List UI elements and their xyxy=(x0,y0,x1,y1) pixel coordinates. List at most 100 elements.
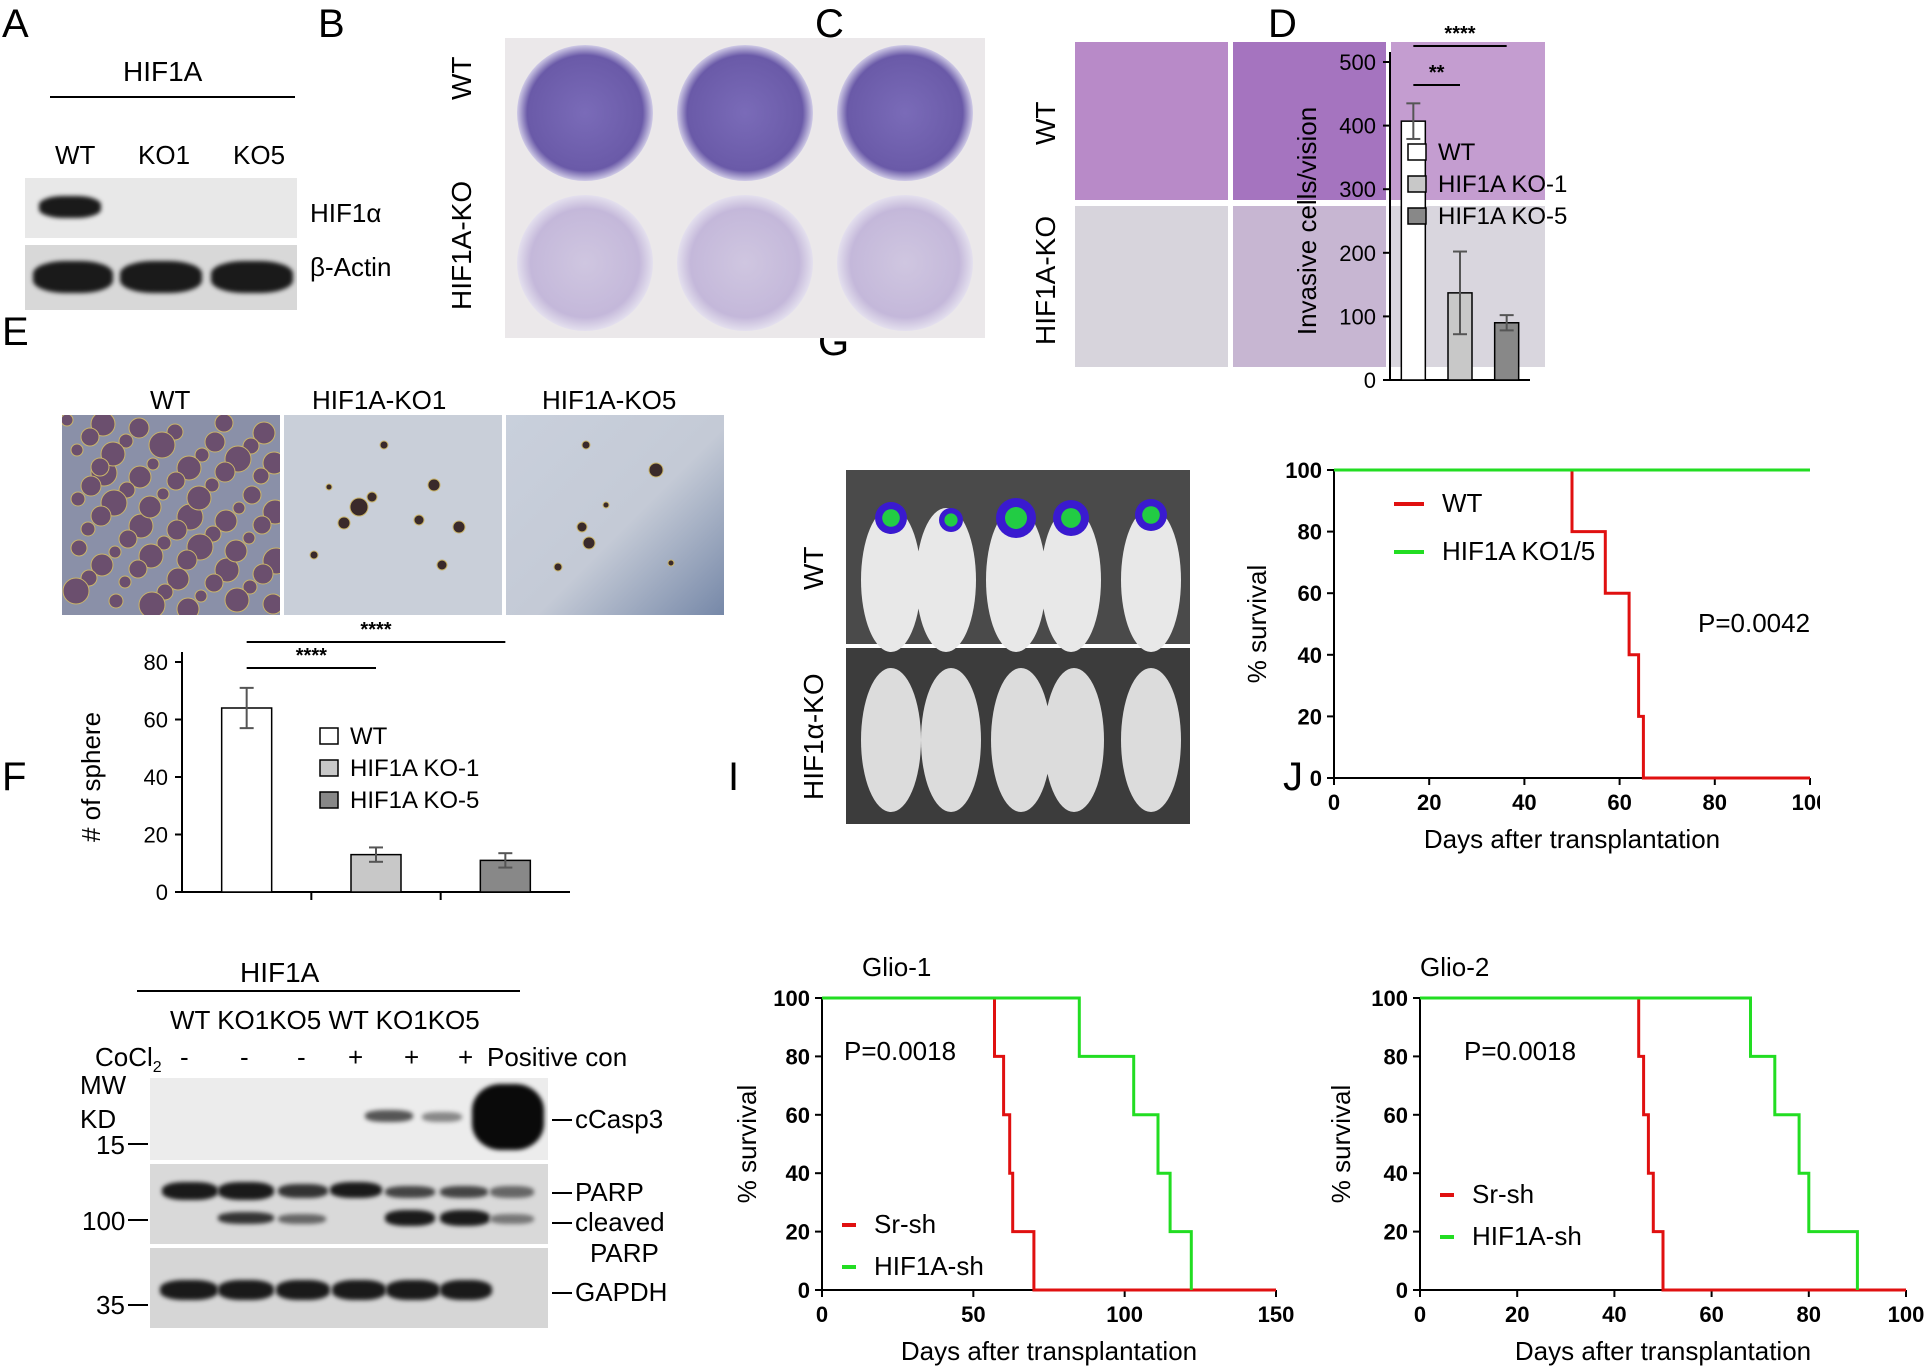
sphere-dot xyxy=(242,531,256,545)
imaging-row-label-ko: HIF1α-KO xyxy=(798,673,829,800)
sphere-dot xyxy=(176,549,198,571)
sphere-dot xyxy=(156,535,172,551)
sphere-dot xyxy=(138,495,162,519)
sphere-dot xyxy=(108,593,124,609)
blot-f-cleaved-band-5 xyxy=(385,1210,435,1226)
sphere-dot xyxy=(90,457,110,477)
blot-f-gapdh-membrane xyxy=(150,1248,548,1328)
y-tick-label: 300 xyxy=(1339,177,1376,202)
blot-f-mw-35: 35 xyxy=(96,1290,125,1320)
chart-e: 0 20 40 60 80 **** **** # of sphere WT HIF1A KO-1… xyxy=(76,620,570,905)
sphere-dot xyxy=(156,487,170,501)
mouse-body-wt xyxy=(986,508,1046,652)
survival-curve-1 xyxy=(1420,996,1906,1292)
y-tick-label: 80 xyxy=(786,1044,810,1069)
sphere-dot xyxy=(80,475,102,497)
sphere-dot xyxy=(176,597,200,615)
x-tick-label: 60 xyxy=(1699,1302,1723,1327)
y-tick-label: 80 xyxy=(144,650,168,675)
significance-stars: ** xyxy=(1429,62,1445,84)
mouse-body-ko xyxy=(921,668,981,812)
sphere-dot xyxy=(146,457,160,471)
legend-label-2: HIF1A KO-1 xyxy=(1438,171,1567,198)
sphere-dot xyxy=(80,427,100,447)
y-tick-label: 0 xyxy=(1364,368,1376,393)
sphere-dot xyxy=(118,575,132,589)
luminescence-signal-core xyxy=(1005,507,1027,529)
x-tick-label: 40 xyxy=(1512,790,1536,815)
blot-f-kd-label: KD xyxy=(80,1104,117,1134)
y-tick-label: 20 xyxy=(1384,1220,1408,1245)
sphere-dot xyxy=(70,491,86,507)
sphere-dot xyxy=(252,563,274,585)
sphere-dot xyxy=(262,451,280,475)
bar-3 xyxy=(1493,322,1520,381)
blot-f-mw-tick-100 xyxy=(128,1219,148,1221)
legend-swatch-2 xyxy=(319,759,339,777)
sphere-dot xyxy=(366,491,378,503)
blot-f-parp-band-1 xyxy=(162,1182,218,1200)
sphere-dot xyxy=(108,545,122,559)
y-tick-label: 60 xyxy=(786,1103,810,1128)
y-tick-label: 100 xyxy=(773,986,810,1011)
sphere-image-ko5 xyxy=(506,415,724,615)
panel-letter-e: E xyxy=(2,310,29,354)
y-axis-label: Invasive cells/vision xyxy=(1292,107,1322,335)
sphere-dot xyxy=(379,440,389,450)
sphere-dot xyxy=(337,516,351,530)
sphere-dot xyxy=(128,559,148,579)
blot-a-lane-2: KO1 xyxy=(138,140,191,170)
sphere-dot xyxy=(186,485,212,511)
sphere-dot xyxy=(204,431,226,453)
sphere-dot xyxy=(166,567,190,591)
blot-f-gapdh-band-4 xyxy=(332,1280,386,1300)
blot-f-cocl2-mark-1: - xyxy=(180,1042,189,1072)
y-tick-label: 40 xyxy=(786,1161,810,1186)
sphere-dot xyxy=(148,431,176,459)
mouse-body-wt xyxy=(1041,508,1101,652)
legend-swatch-3 xyxy=(1407,207,1427,225)
transwell-wt-1 xyxy=(1075,42,1228,200)
transwell-row-label-wt: WT xyxy=(1030,101,1061,145)
plate-wt-2 xyxy=(677,45,813,181)
sphere-dot xyxy=(224,539,248,563)
x-axis-label: Days after transplantation xyxy=(1424,824,1720,854)
significance-stars: **** xyxy=(360,620,391,641)
luminescence-signal-core xyxy=(882,509,900,527)
blot-a-actin-band-2 xyxy=(120,261,202,293)
sphere-dot xyxy=(309,550,319,560)
sphere-dot xyxy=(252,515,272,535)
legend-label-1: Sr-sh xyxy=(1472,1179,1534,1209)
legend-label-2: HIF1A KO1/5 xyxy=(1442,536,1595,566)
sphere-dot xyxy=(138,543,164,569)
y-tick-label: 40 xyxy=(144,765,168,790)
sphere-dot xyxy=(128,417,150,439)
blot-f-ccasp3-membrane xyxy=(150,1078,548,1160)
blot-f-parp-band-5 xyxy=(385,1186,435,1198)
blot-a-actin-band-3 xyxy=(211,261,293,293)
transwell-row-label-ko: HIF1A-KO xyxy=(1030,215,1061,345)
x-tick-label: 0 xyxy=(1414,1302,1426,1327)
blot-f-ccasp3-band-positive xyxy=(472,1084,544,1150)
chart-h: 0 20 40 60 80 100 0 20 40 60 80 100 WT HIF1A KO1/5 P=0… xyxy=(1242,458,1820,854)
sphere-dot xyxy=(118,433,134,449)
chart-i-title: Glio-1 xyxy=(862,952,932,982)
x-tick-label: 20 xyxy=(1417,790,1441,815)
blot-f-lane-5: KO1 xyxy=(375,1005,428,1035)
y-tick-label: 0 xyxy=(1310,766,1322,791)
blot-f-cleaved-band-2 xyxy=(218,1212,274,1224)
imaging-row-label-wt: WT xyxy=(798,546,829,590)
sphere-dot xyxy=(214,415,234,433)
y-axis-label: # of sphere xyxy=(76,712,106,842)
blot-f-mw-tick-35 xyxy=(128,1304,148,1306)
blot-f-cocl2-label: CoCl2 xyxy=(95,1042,162,1077)
p-value: P=0.0018 xyxy=(844,1036,956,1066)
transwell-ko-1 xyxy=(1075,206,1228,367)
y-tick-label: 100 xyxy=(1371,986,1408,1011)
mouse-body-ko xyxy=(991,668,1051,812)
sphere-dot xyxy=(436,559,448,571)
blot-a-lane-3: KO5 xyxy=(233,140,286,170)
bar-1 xyxy=(1400,120,1427,381)
colony-plate-drawing xyxy=(517,45,973,331)
